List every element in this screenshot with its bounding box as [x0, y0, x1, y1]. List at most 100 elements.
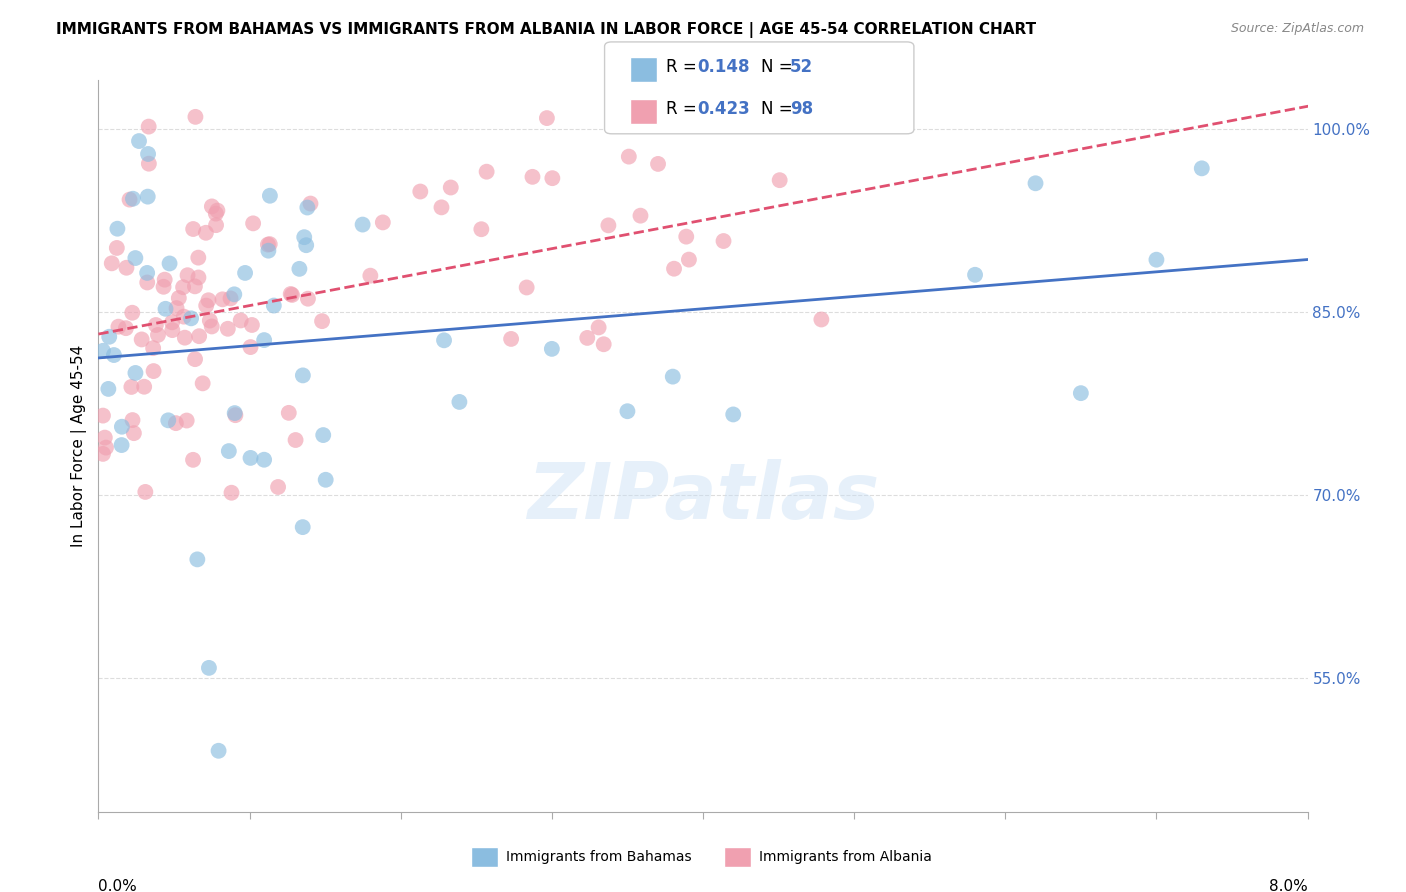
- Text: 8.0%: 8.0%: [1268, 879, 1308, 892]
- Point: [207, 203, 229, 218]
- Point: [94, 431, 117, 445]
- Point: [201, 199, 224, 213]
- Point: [195, 299, 218, 313]
- Point: [219, 292, 242, 306]
- Point: [229, 313, 252, 327]
- Point: [122, 192, 145, 206]
- Point: [115, 321, 138, 335]
- Point: [769, 173, 792, 187]
- Point: [98, 330, 121, 344]
- Point: [198, 661, 221, 675]
- Point: [128, 134, 150, 148]
- Point: [184, 110, 207, 124]
- Point: [160, 315, 183, 329]
- Text: 0.0%: 0.0%: [98, 879, 138, 892]
- Point: [224, 408, 246, 422]
- Point: [198, 313, 221, 327]
- Point: [257, 244, 280, 258]
- Point: [501, 332, 523, 346]
- Point: [173, 331, 195, 345]
- Point: [181, 453, 204, 467]
- Point: [91, 343, 114, 358]
- Point: [1191, 161, 1213, 176]
- Point: [588, 320, 610, 334]
- Point: [136, 266, 159, 280]
- Point: [592, 337, 614, 351]
- Point: [211, 293, 233, 307]
- Point: [136, 189, 159, 203]
- Point: [965, 268, 987, 282]
- Point: [267, 480, 290, 494]
- Text: 0.148: 0.148: [697, 58, 749, 76]
- Point: [201, 319, 224, 334]
- Point: [218, 444, 240, 458]
- Point: [470, 222, 492, 236]
- Point: [165, 416, 187, 430]
- Point: [311, 314, 333, 328]
- Text: N =: N =: [761, 100, 797, 118]
- Point: [576, 331, 599, 345]
- Point: [1070, 386, 1092, 401]
- Point: [430, 200, 453, 214]
- Point: [713, 234, 735, 248]
- Text: R =: R =: [666, 100, 703, 118]
- Point: [299, 196, 322, 211]
- Point: [207, 744, 229, 758]
- Text: Immigrants from Bahamas: Immigrants from Bahamas: [506, 850, 692, 864]
- Point: [239, 340, 262, 354]
- Point: [291, 368, 314, 383]
- Point: [134, 484, 156, 499]
- Text: ZIPatlas: ZIPatlas: [527, 459, 879, 535]
- Point: [194, 226, 217, 240]
- Point: [136, 147, 159, 161]
- Point: [277, 406, 299, 420]
- Point: [239, 450, 262, 465]
- Point: [145, 318, 167, 332]
- Point: [647, 157, 669, 171]
- Point: [162, 323, 184, 337]
- Point: [184, 279, 207, 293]
- Point: [284, 433, 307, 447]
- Point: [768, 112, 790, 127]
- Point: [191, 376, 214, 391]
- Point: [91, 447, 114, 461]
- Point: [281, 288, 304, 302]
- Point: [172, 280, 194, 294]
- Point: [115, 260, 138, 275]
- Point: [205, 218, 228, 232]
- Point: [136, 276, 159, 290]
- Point: [1025, 176, 1047, 190]
- Text: 98: 98: [790, 100, 813, 118]
- Point: [176, 268, 198, 283]
- Point: [100, 256, 122, 270]
- Point: [173, 310, 195, 324]
- Point: [253, 333, 276, 347]
- Point: [124, 366, 146, 380]
- Point: [187, 251, 209, 265]
- Point: [257, 237, 280, 252]
- Point: [616, 404, 638, 418]
- Point: [121, 413, 143, 427]
- Point: [675, 229, 697, 244]
- Point: [242, 216, 264, 230]
- Point: [138, 120, 160, 134]
- Point: [152, 279, 174, 293]
- Point: [440, 180, 463, 194]
- Point: [122, 426, 145, 441]
- Point: [205, 206, 228, 220]
- Point: [630, 209, 652, 223]
- Text: Source: ZipAtlas.com: Source: ZipAtlas.com: [1230, 22, 1364, 36]
- Point: [233, 266, 256, 280]
- Point: [224, 406, 246, 420]
- Point: [184, 352, 207, 367]
- Point: [295, 238, 318, 252]
- Point: [180, 311, 202, 326]
- Point: [810, 312, 832, 326]
- Text: 0.423: 0.423: [697, 100, 751, 118]
- Point: [280, 287, 302, 301]
- Point: [516, 280, 538, 294]
- Text: Immigrants from Albania: Immigrants from Albania: [759, 850, 932, 864]
- Point: [352, 218, 374, 232]
- Point: [134, 380, 156, 394]
- Point: [678, 252, 700, 267]
